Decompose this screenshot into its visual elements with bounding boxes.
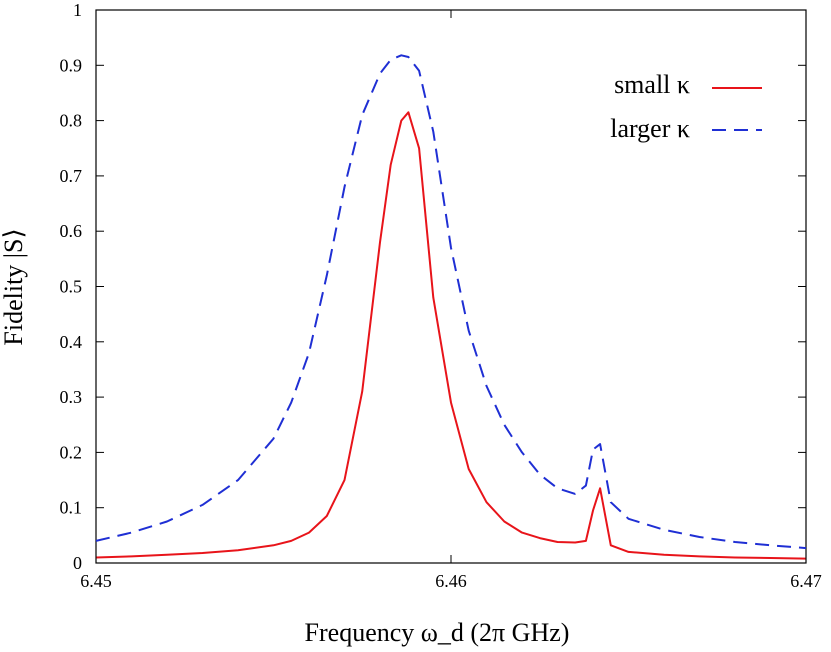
y-tick-label-10: 1 [73, 0, 82, 20]
y-tick-label-5: 0.5 [60, 277, 83, 297]
series-line-1 [95, 54, 807, 550]
plot-frame [95, 9, 807, 564]
x-axis-label: Frequency ω_d (2π GHz) [305, 618, 570, 647]
x-tick-label-1: 6.46 [435, 571, 467, 591]
tick-layer: 0 0.1 0.2 0.3 0.4 0.5 0.6 0.7 0.8 0.9 1 6.45 6.46 6.4… [60, 0, 822, 591]
series-line-0 [95, 111, 807, 560]
legend: small κ larger κ [610, 70, 762, 143]
plot-axes [95, 9, 807, 564]
y-tick-label-2: 0.2 [60, 442, 83, 462]
y-tick-label-1: 0.1 [60, 498, 83, 518]
legend-label-small-kappa: small κ [614, 70, 690, 99]
y-tick-label-9: 0.9 [60, 55, 83, 75]
legend-label-larger-kappa: larger κ [610, 114, 690, 143]
y-tick-label-7: 0.7 [60, 166, 83, 186]
y-tick-label-3: 0.3 [60, 387, 83, 407]
y-tick-label-4: 0.4 [60, 332, 83, 352]
x-tick-label-0: 6.45 [80, 571, 112, 591]
y-tick-label-0: 0 [73, 553, 82, 573]
series-layer [95, 54, 807, 560]
x-tick-label-2: 6.47 [790, 571, 822, 591]
y-tick-label-8: 0.8 [60, 111, 83, 131]
y-axis-label: Fidelity |S⟩ [0, 228, 28, 345]
y-tick-label-6: 0.6 [60, 221, 83, 241]
